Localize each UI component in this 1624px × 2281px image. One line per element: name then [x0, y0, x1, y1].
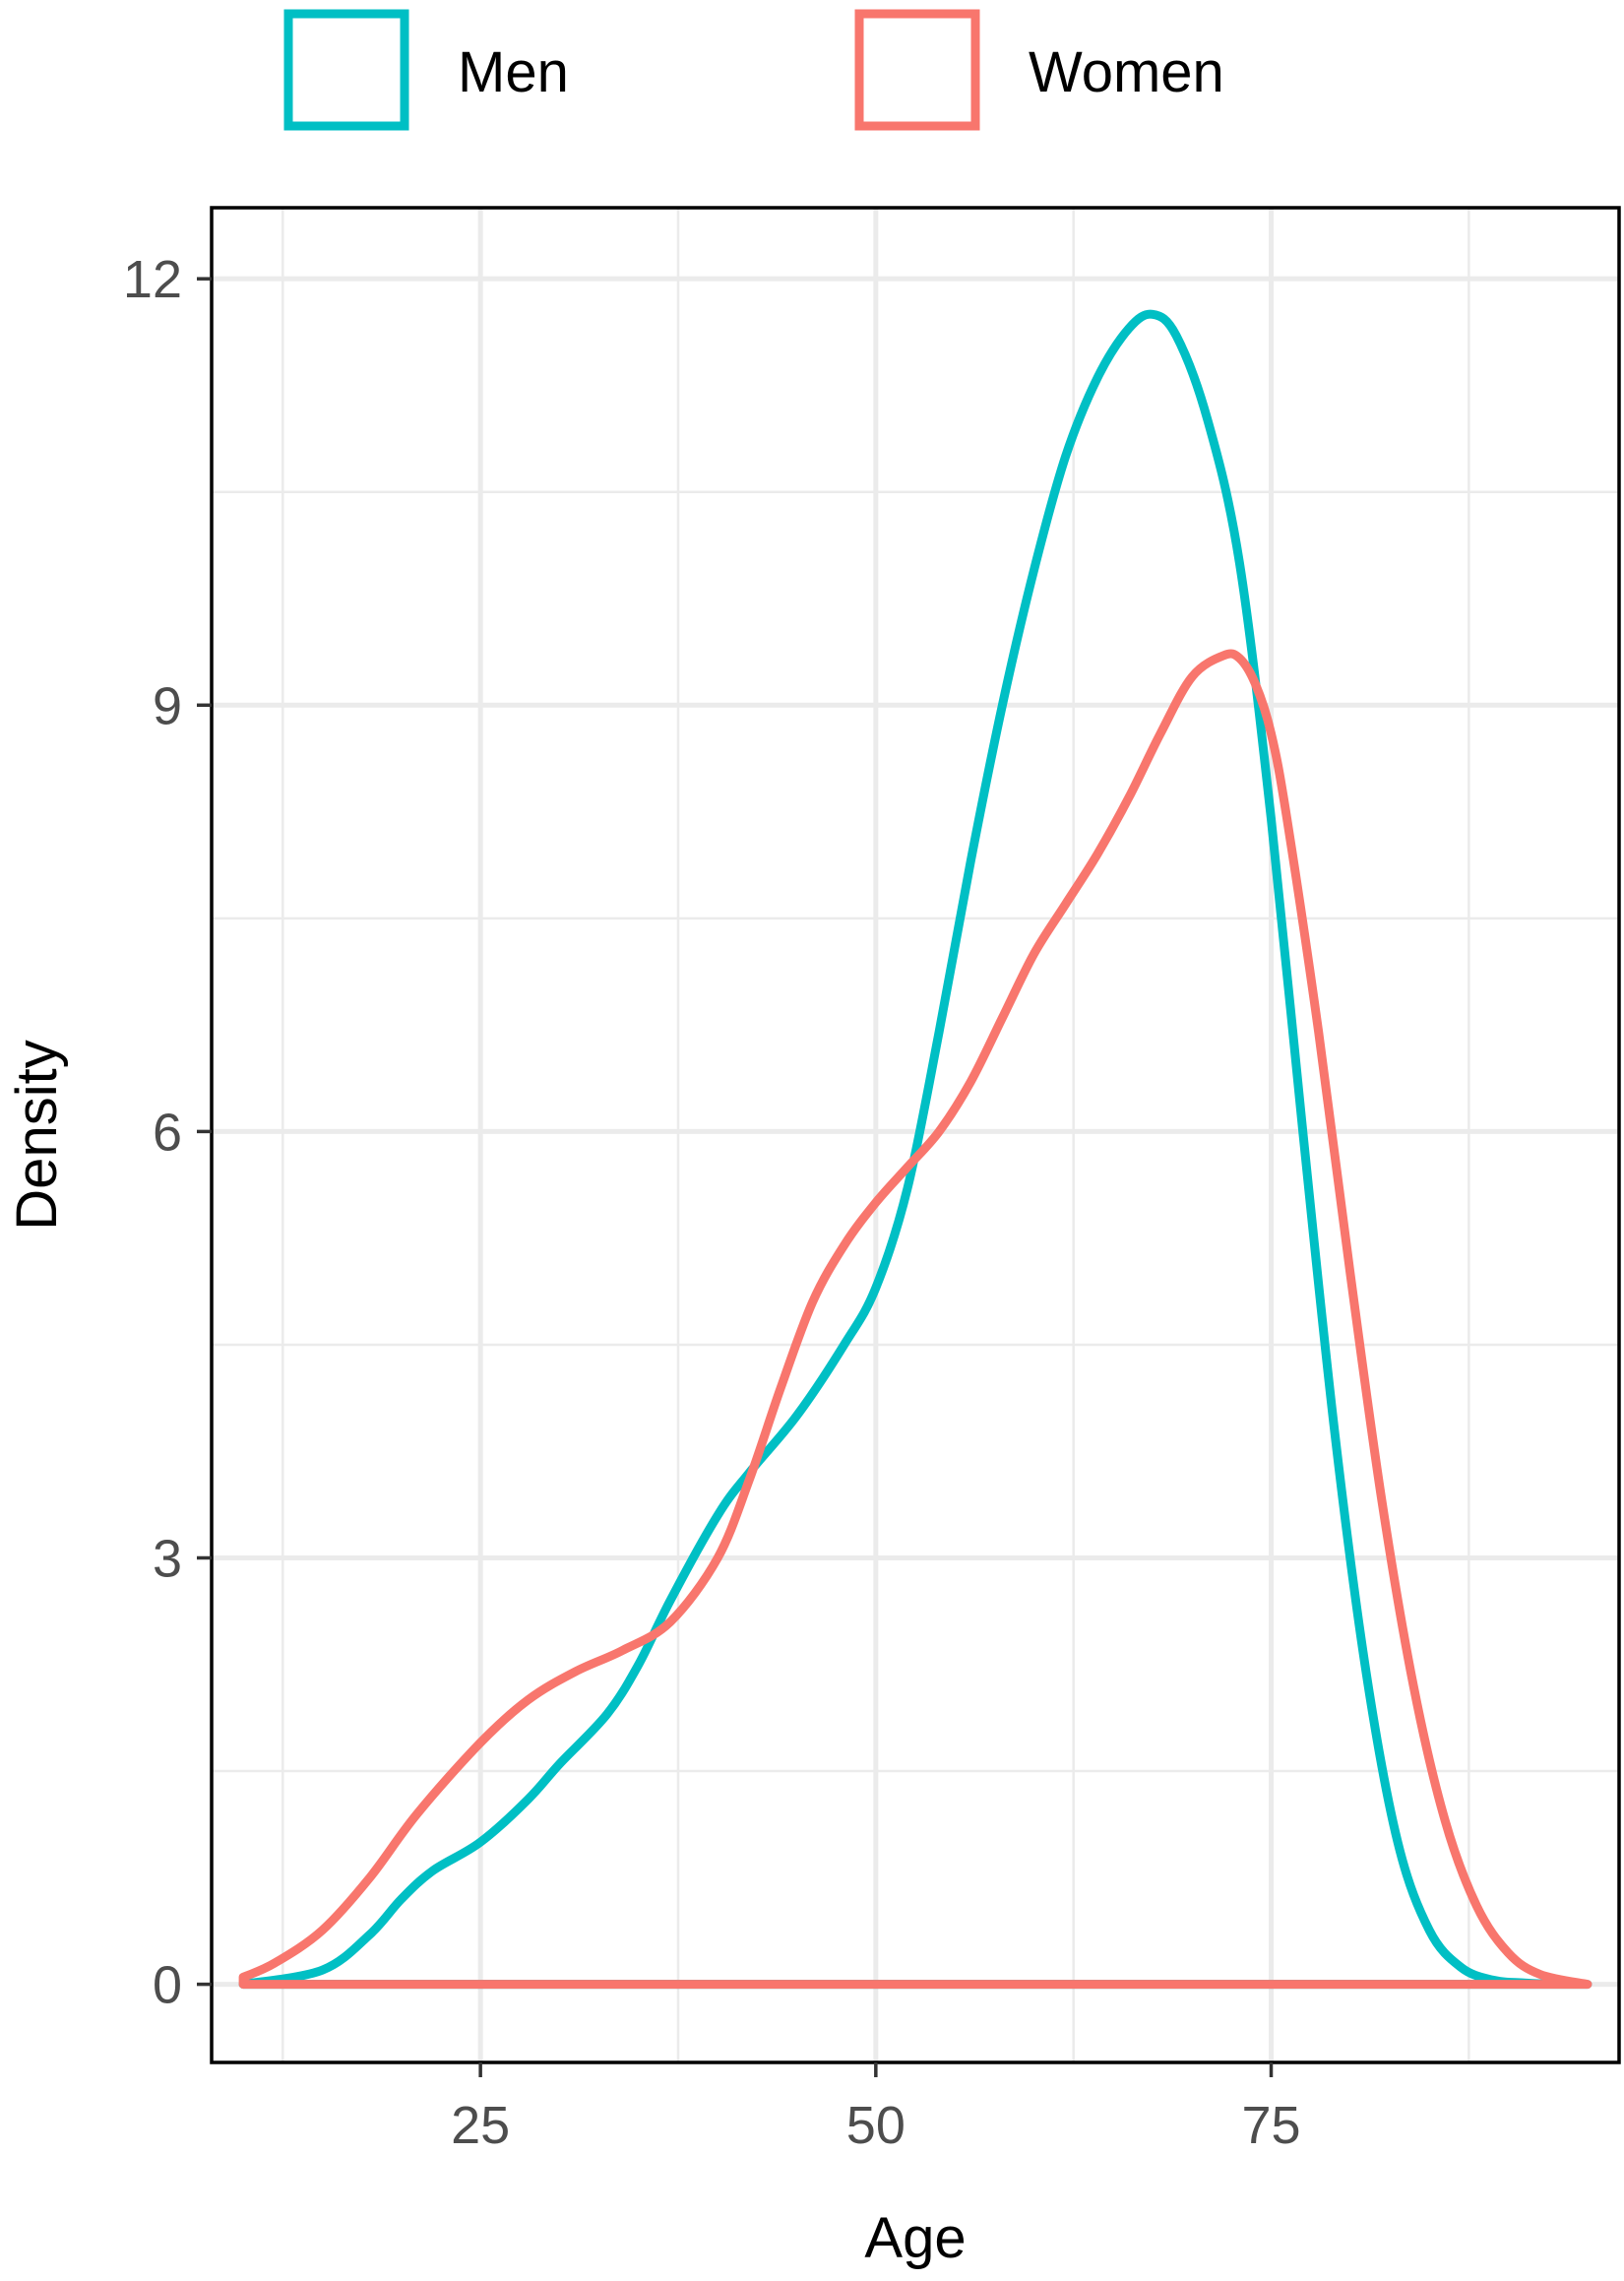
plot-panel-border	[210, 206, 1621, 2064]
y-tick-label-0: 0	[153, 1956, 182, 2015]
y-tick-label-1: 3	[153, 1529, 182, 1588]
series-line-men	[238, 309, 1593, 1990]
series-line-women	[238, 649, 1593, 1990]
x-tick-label-0: 25	[451, 2096, 510, 2155]
y-tick-label-2: 6	[153, 1103, 182, 1162]
legend-label-men: Men	[458, 40, 569, 104]
legend-key-women	[854, 9, 980, 131]
series-lines	[238, 309, 1593, 1990]
x-axis-title: Age	[864, 2206, 966, 2270]
x-axis: 25 50 75	[451, 2062, 1301, 2155]
legend-label-women: Women	[1029, 40, 1224, 104]
x-tick-label-2: 75	[1241, 2096, 1300, 2155]
legend: Men Women	[283, 9, 1224, 131]
y-tick-label-3: 9	[153, 676, 182, 735]
y-axis: 0 3 6 9 12	[123, 250, 212, 2015]
y-tick-label-4: 12	[123, 250, 182, 309]
y-axis-title: Density	[5, 1040, 69, 1230]
x-tick-label-1: 50	[846, 2096, 906, 2155]
legend-key-men	[283, 9, 409, 131]
